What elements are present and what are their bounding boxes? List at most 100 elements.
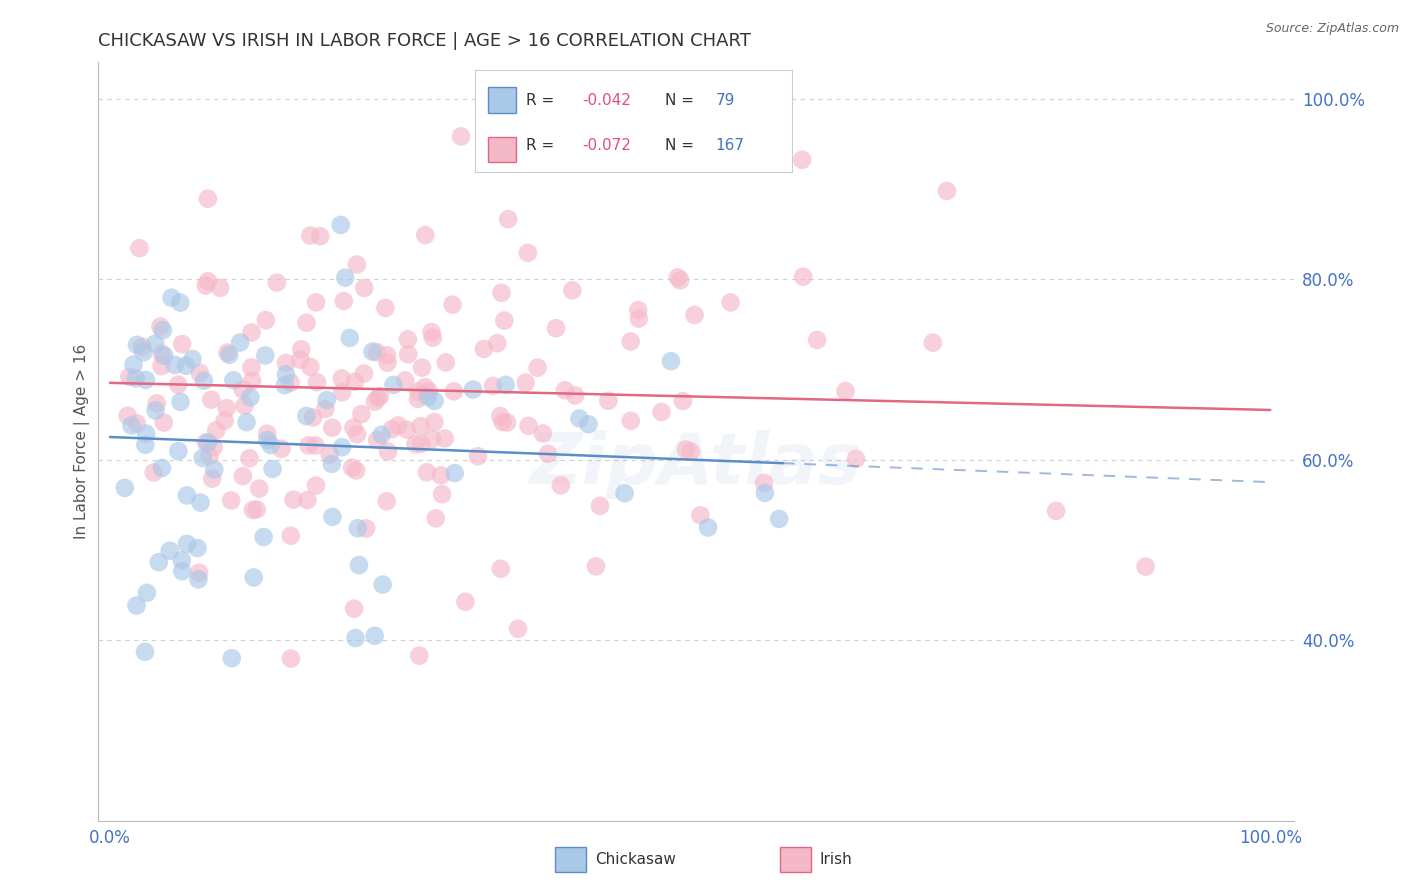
Point	[396, 332, 419, 346]
Point	[305, 376, 328, 390]
Point	[132, 345, 155, 359]
Point	[299, 228, 322, 243]
Point	[396, 347, 419, 361]
Point	[366, 345, 388, 359]
Point	[176, 537, 198, 551]
Point	[335, 270, 357, 285]
Point	[122, 358, 145, 372]
Point	[198, 449, 221, 463]
Point	[125, 338, 148, 352]
Point	[346, 427, 368, 442]
Point	[366, 433, 388, 447]
Point	[443, 466, 465, 480]
Point	[367, 391, 389, 405]
Point	[229, 335, 252, 350]
Point	[145, 403, 167, 417]
Point	[406, 392, 429, 406]
Point	[350, 407, 373, 421]
Point	[433, 432, 456, 446]
Point	[247, 482, 270, 496]
Point	[321, 420, 343, 434]
Point	[461, 383, 484, 397]
Point	[491, 415, 513, 429]
Point	[125, 417, 148, 431]
Point	[921, 335, 943, 350]
Point	[550, 478, 572, 492]
Point	[134, 438, 156, 452]
Point	[416, 390, 439, 404]
Point	[194, 435, 217, 450]
Point	[188, 566, 211, 580]
Point	[330, 385, 353, 400]
Point	[280, 376, 302, 390]
Point	[486, 336, 509, 351]
Point	[232, 469, 254, 483]
Point	[443, 384, 465, 399]
Point	[697, 520, 720, 534]
Point	[152, 416, 174, 430]
Point	[409, 419, 432, 434]
Point	[578, 417, 600, 432]
Point	[232, 383, 254, 397]
Point	[149, 319, 172, 334]
Point	[305, 478, 328, 492]
Point	[406, 384, 429, 399]
Point	[270, 442, 292, 456]
Point	[174, 359, 197, 373]
Point	[256, 426, 278, 441]
Point	[620, 334, 643, 349]
Point	[190, 495, 212, 509]
Point	[280, 529, 302, 543]
Point	[148, 555, 170, 569]
Point	[754, 486, 776, 500]
Point	[381, 422, 404, 436]
Text: Source: ZipAtlas.com: Source: ZipAtlas.com	[1265, 22, 1399, 36]
Point	[554, 384, 576, 398]
Point	[364, 394, 387, 409]
Point	[297, 493, 319, 508]
Point	[370, 427, 392, 442]
Point	[589, 499, 612, 513]
Point	[342, 420, 364, 434]
Point	[413, 380, 436, 394]
Point	[450, 129, 472, 144]
Point	[752, 475, 775, 490]
Point	[387, 418, 409, 433]
Point	[254, 349, 277, 363]
Point	[627, 303, 650, 318]
Point	[472, 342, 495, 356]
Point	[531, 426, 554, 441]
Point	[218, 348, 240, 362]
Point	[302, 410, 325, 425]
Point	[361, 344, 384, 359]
Point	[408, 648, 430, 663]
Point	[420, 432, 443, 446]
Point	[423, 415, 446, 429]
Point	[221, 651, 243, 665]
Point	[242, 570, 264, 584]
Point	[333, 293, 356, 308]
Point	[305, 295, 328, 310]
Point	[834, 384, 856, 398]
Point	[142, 466, 165, 480]
Point	[347, 558, 370, 573]
Point	[515, 376, 537, 390]
Point	[330, 371, 353, 385]
Point	[172, 337, 194, 351]
Point	[290, 343, 312, 357]
Point	[409, 437, 432, 451]
Point	[299, 359, 322, 374]
Point	[394, 374, 416, 388]
Point	[1135, 559, 1157, 574]
Point	[318, 448, 340, 462]
Point	[169, 395, 191, 409]
Point	[368, 389, 391, 403]
Point	[430, 487, 453, 501]
Point	[172, 564, 194, 578]
Point	[274, 356, 297, 370]
Point	[561, 284, 583, 298]
Point	[197, 435, 219, 450]
Point	[340, 460, 363, 475]
Point	[346, 258, 368, 272]
Point	[197, 274, 219, 288]
